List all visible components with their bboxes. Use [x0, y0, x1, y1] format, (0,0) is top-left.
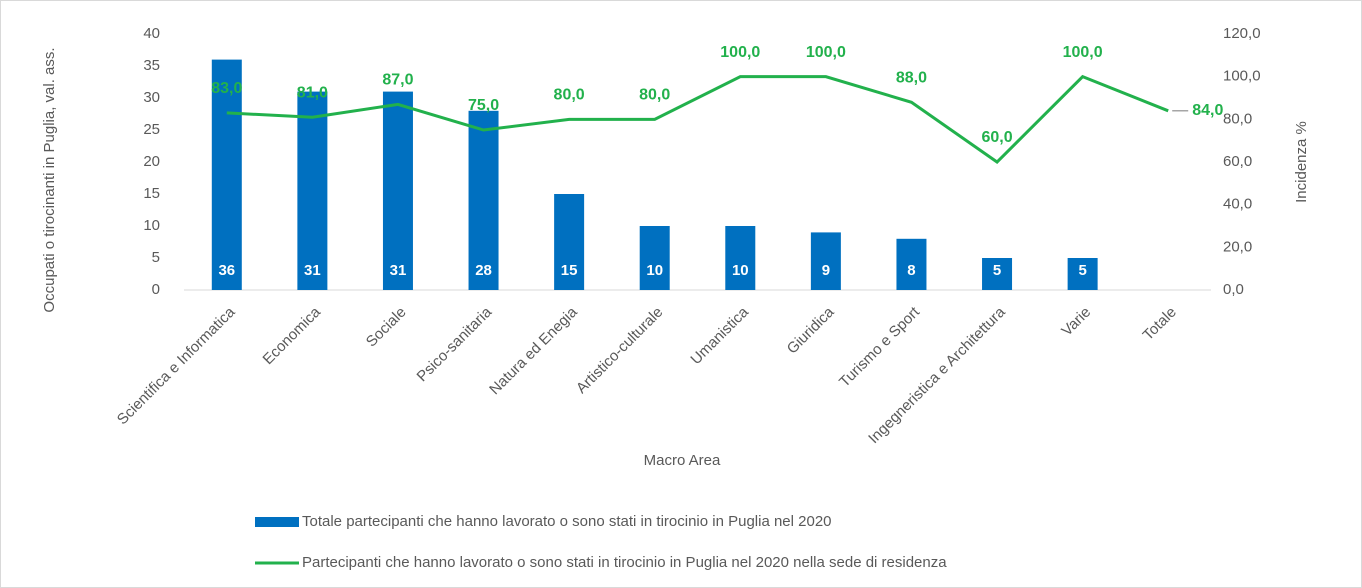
line-label: 87,0 — [382, 72, 413, 89]
y2-tick-label: 20,0 — [1223, 238, 1252, 255]
bar — [554, 194, 585, 290]
y-tick-label: 10 — [143, 217, 160, 234]
bar-label: 31 — [390, 262, 407, 279]
bar-label: 31 — [304, 262, 321, 279]
bar — [468, 110, 499, 290]
y-tick-label: 20 — [143, 153, 160, 170]
bar-label: 15 — [561, 262, 578, 279]
line-label: 60,0 — [981, 129, 1012, 146]
bar — [982, 258, 1013, 290]
bar-label: 10 — [646, 262, 663, 279]
line-label: 100,0 — [720, 44, 760, 61]
bar-label: 5 — [993, 262, 1001, 279]
bar — [1067, 258, 1098, 290]
bar-label: 9 — [822, 262, 830, 279]
line-label: 100,0 — [1063, 44, 1103, 61]
bar — [810, 232, 841, 290]
bar — [639, 226, 670, 290]
line-label: 83,0 — [211, 80, 242, 97]
line-label: 80,0 — [639, 87, 670, 104]
line-label: 100,0 — [806, 44, 846, 61]
y2-tick-label: 80,0 — [1223, 110, 1252, 127]
line-label: 75,0 — [468, 97, 499, 114]
line — [226, 74, 1169, 164]
line-label: 84,0 — [1192, 102, 1223, 119]
bar — [725, 226, 756, 290]
y-tick-label: 15 — [143, 185, 160, 202]
bar — [297, 91, 328, 290]
y-tick-label: 5 — [152, 249, 160, 266]
y-tick-label: 30 — [143, 89, 160, 106]
legend-label: Partecipanti che hanno lavorato o sono s… — [302, 554, 947, 571]
y-tick-label: 25 — [143, 121, 160, 138]
bar-label: 5 — [1078, 262, 1086, 279]
y2-tick-label: 100,0 — [1223, 68, 1261, 85]
y-axis-title: Occupati o tirocinanti in Puglia, val. a… — [41, 47, 58, 312]
y2-tick-label: 120,0 — [1223, 25, 1261, 42]
x-axis-title: Macro Area — [644, 452, 721, 469]
bar-label: 36 — [218, 262, 235, 279]
line-label: 80,0 — [554, 87, 585, 104]
y-tick-label: 40 — [143, 25, 160, 42]
legend-label: Totale partecipanti che hanno lavorato o… — [302, 513, 832, 530]
y-tick-label: 0 — [152, 281, 160, 298]
y2-tick-label: 0,0 — [1223, 281, 1244, 298]
bar-label: 8 — [907, 262, 915, 279]
y-tick-label: 35 — [143, 57, 160, 74]
bar-label: 28 — [475, 262, 492, 279]
y2-axis-title: Incidenza % — [1293, 121, 1310, 203]
y2-tick-label: 60,0 — [1223, 153, 1252, 170]
line-label: 81,0 — [297, 84, 328, 101]
line-label: 88,0 — [896, 69, 927, 86]
bar — [896, 238, 927, 290]
bar-label: 10 — [732, 262, 749, 279]
y2-tick-label: 40,0 — [1223, 196, 1252, 213]
legend-swatch — [255, 517, 299, 527]
bar — [382, 91, 413, 290]
bar — [211, 59, 242, 290]
